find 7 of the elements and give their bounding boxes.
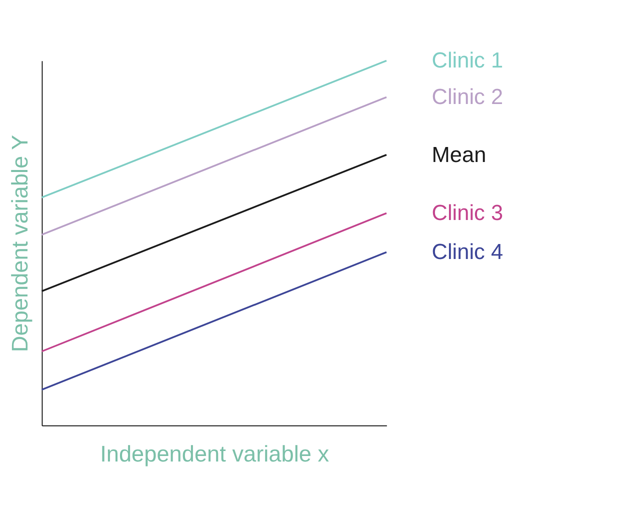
x-axis-title: Independent variable x [100,442,330,467]
text: Clinic 3 [432,200,504,226]
y-axis-title: Dependent variable Y [7,134,32,352]
text: Mean [432,142,486,167]
text: Clinic 4 [432,239,504,264]
text: Clinic 1 [432,48,504,73]
text: Clinic 2 [432,84,504,110]
